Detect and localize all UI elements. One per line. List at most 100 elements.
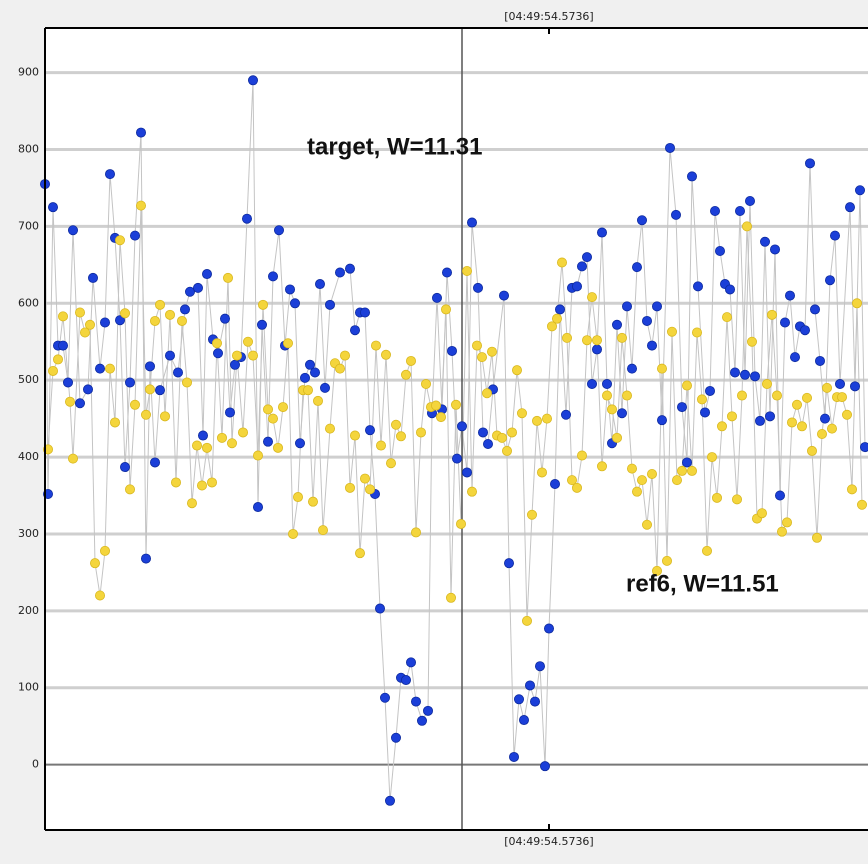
point bbox=[287, 528, 298, 539]
point bbox=[370, 340, 381, 351]
point bbox=[671, 209, 682, 220]
point bbox=[262, 436, 273, 447]
point bbox=[725, 284, 736, 295]
point bbox=[627, 463, 638, 474]
point bbox=[292, 492, 303, 503]
point bbox=[519, 715, 530, 726]
point bbox=[642, 315, 653, 326]
point bbox=[63, 377, 74, 388]
point bbox=[410, 527, 421, 538]
plot-area bbox=[45, 28, 868, 830]
point bbox=[75, 398, 86, 409]
point bbox=[95, 590, 106, 601]
point bbox=[815, 355, 826, 366]
point bbox=[231, 350, 242, 361]
point bbox=[461, 467, 472, 478]
point bbox=[677, 402, 688, 413]
point bbox=[607, 404, 618, 415]
point bbox=[835, 379, 846, 390]
cursor-label: [04:49:54.5736] bbox=[504, 835, 593, 848]
point bbox=[304, 359, 315, 370]
point bbox=[65, 396, 76, 407]
point bbox=[662, 555, 673, 566]
point bbox=[212, 348, 223, 359]
point bbox=[602, 390, 613, 401]
point bbox=[647, 340, 658, 351]
point bbox=[256, 319, 267, 330]
point bbox=[837, 392, 848, 403]
point bbox=[612, 432, 623, 443]
point bbox=[206, 477, 217, 488]
y-tick-label: 0 bbox=[32, 758, 39, 771]
point bbox=[707, 452, 718, 463]
point bbox=[201, 269, 212, 280]
point bbox=[672, 475, 683, 486]
annotation: ref6, W=11.51 bbox=[626, 570, 779, 597]
point bbox=[115, 235, 126, 246]
point bbox=[445, 592, 456, 603]
point bbox=[842, 409, 853, 420]
point bbox=[349, 325, 360, 336]
point bbox=[179, 304, 190, 315]
cursor-label: [04:49:54.5736] bbox=[504, 10, 593, 23]
point bbox=[441, 267, 452, 278]
y-tick-label: 700 bbox=[18, 219, 39, 232]
point bbox=[192, 282, 203, 293]
y-tick-label: 800 bbox=[18, 142, 39, 155]
point bbox=[787, 417, 798, 428]
point bbox=[140, 409, 151, 420]
y-tick-label: 400 bbox=[18, 450, 39, 463]
point bbox=[582, 335, 593, 346]
point bbox=[144, 361, 155, 372]
point bbox=[451, 453, 462, 464]
point bbox=[385, 458, 396, 469]
point bbox=[496, 432, 507, 443]
point bbox=[530, 696, 541, 707]
point bbox=[852, 298, 863, 309]
point bbox=[252, 502, 263, 513]
point bbox=[745, 196, 756, 207]
point bbox=[416, 715, 427, 726]
point bbox=[435, 412, 446, 423]
point bbox=[797, 421, 808, 432]
point bbox=[359, 307, 370, 318]
point bbox=[472, 282, 483, 293]
point bbox=[693, 281, 704, 292]
point bbox=[792, 399, 803, 410]
point bbox=[622, 390, 633, 401]
point bbox=[344, 482, 355, 493]
point bbox=[592, 335, 603, 346]
series-line bbox=[47, 205, 863, 621]
point bbox=[785, 290, 796, 301]
point bbox=[765, 411, 776, 422]
point bbox=[405, 657, 416, 668]
point bbox=[622, 301, 633, 312]
point bbox=[125, 377, 136, 388]
point bbox=[197, 430, 208, 441]
point bbox=[48, 202, 59, 213]
point bbox=[105, 169, 116, 180]
point bbox=[632, 262, 643, 273]
point bbox=[211, 338, 222, 349]
point bbox=[617, 408, 628, 419]
point bbox=[790, 352, 801, 363]
point bbox=[339, 350, 350, 361]
point bbox=[677, 465, 688, 476]
point bbox=[820, 413, 831, 424]
point bbox=[83, 384, 94, 395]
point bbox=[702, 545, 713, 556]
point bbox=[324, 299, 335, 310]
point bbox=[597, 227, 608, 238]
point bbox=[273, 225, 284, 236]
point bbox=[224, 407, 235, 418]
point bbox=[354, 548, 365, 559]
point bbox=[334, 363, 345, 374]
point bbox=[860, 442, 868, 453]
point bbox=[617, 332, 628, 343]
point bbox=[242, 336, 253, 347]
point bbox=[637, 475, 648, 486]
point bbox=[455, 518, 466, 529]
point bbox=[140, 553, 151, 564]
point bbox=[272, 442, 283, 453]
point bbox=[90, 558, 101, 569]
